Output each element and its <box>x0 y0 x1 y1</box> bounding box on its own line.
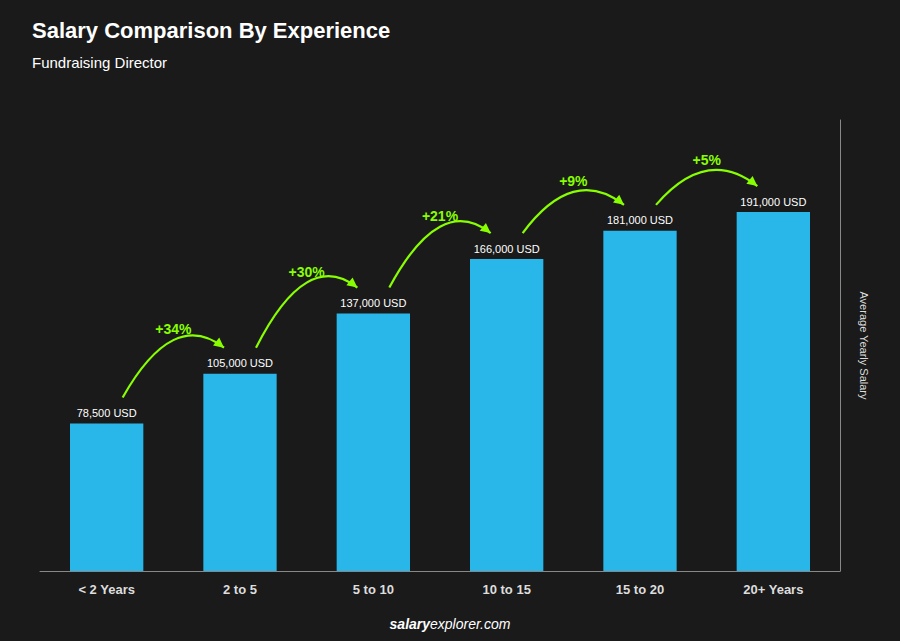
svg-text:191,000 USD: 191,000 USD <box>740 196 806 208</box>
svg-text:+21%: +21% <box>422 208 459 224</box>
svg-text:Fundraising Director: Fundraising Director <box>32 54 167 71</box>
svg-text:105,000 USD: 105,000 USD <box>207 357 273 369</box>
svg-text:137,000 USD: 137,000 USD <box>340 297 406 309</box>
svg-text:20+ Years: 20+ Years <box>743 582 803 597</box>
svg-text:+30%: +30% <box>289 264 326 280</box>
svg-text:salary: salary <box>390 616 432 632</box>
svg-text:+34%: +34% <box>155 321 192 337</box>
svg-text:2 to 5: 2 to 5 <box>223 582 257 597</box>
svg-text:5 to 10: 5 to 10 <box>353 582 394 597</box>
svg-text:78,500 USD: 78,500 USD <box>77 407 137 419</box>
svg-text:Salary Comparison By Experienc: Salary Comparison By Experience <box>32 18 390 43</box>
svg-text:Average Yearly Salary: Average Yearly Salary <box>858 291 870 400</box>
svg-text:+5%: +5% <box>692 152 721 168</box>
svg-text:+9%: +9% <box>559 173 588 189</box>
svg-text:explorer.com: explorer.com <box>430 616 511 632</box>
svg-text:< 2 Years: < 2 Years <box>78 582 135 597</box>
svg-text:10 to 15: 10 to 15 <box>482 582 530 597</box>
svg-text:15 to 20: 15 to 20 <box>616 582 664 597</box>
svg-text:166,000 USD: 166,000 USD <box>474 243 540 255</box>
svg-text:181,000 USD: 181,000 USD <box>607 214 673 226</box>
